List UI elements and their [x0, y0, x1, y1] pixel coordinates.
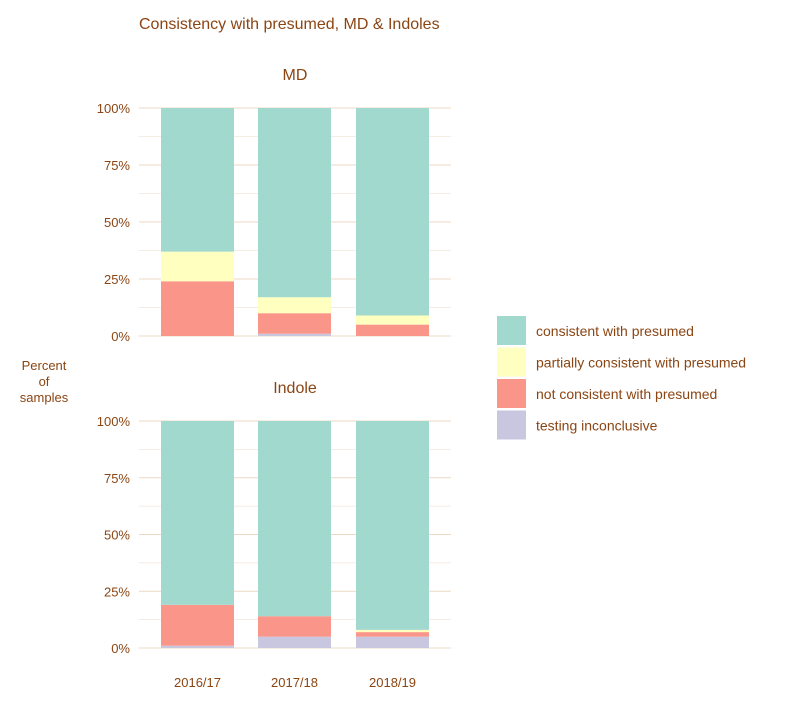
legend-item: testing inconclusive [497, 410, 658, 440]
bar-segment-consistent-with-presumed [258, 421, 331, 617]
bar-segment-consistent-with-presumed [161, 108, 234, 252]
bar-segment-partially-consistent-with-presumed [356, 315, 429, 325]
bar-segment-testing-inconclusive [356, 636, 429, 648]
panel-title: MD [283, 67, 308, 84]
bar-segment-testing-inconclusive [258, 636, 331, 648]
bar-segment-consistent-with-presumed [161, 421, 234, 605]
bar-segment-not-consistent-with-presumed [356, 324, 429, 336]
panel-indole: Indole 0% 25% 50% 75% 100% [97, 380, 451, 656]
chart-panels: MD 0% 25% 50% 75% 100% Indole 0% 25% 50% 75% 100% 20… [97, 67, 451, 690]
bar-segment-not-consistent-with-presumed [258, 616, 331, 637]
legend-item: consistent with presumed [497, 316, 694, 345]
y-tick-label: 100% [97, 414, 131, 429]
y-tick-label: 25% [104, 272, 130, 287]
legend-swatch [497, 316, 526, 345]
legend-label: partially consistent with presumed [536, 355, 746, 371]
legend-label: not consistent with presumed [536, 386, 717, 402]
legend-label: testing inconclusive [536, 418, 658, 434]
legend-item: partially consistent with presumed [497, 347, 746, 377]
y-tick-label: 100% [97, 101, 131, 116]
y-tick-label: 0% [111, 329, 130, 344]
bar-segment-not-consistent-with-presumed [161, 604, 234, 646]
y-axis-label: Percent of samples [20, 358, 69, 405]
bar-segment-partially-consistent-with-presumed [356, 629, 429, 633]
y-tick-label: 75% [104, 158, 130, 173]
bar-segment-consistent-with-presumed [258, 108, 331, 298]
y-tick-label: 50% [104, 528, 130, 543]
legend-item: not consistent with presumed [497, 379, 717, 408]
bar-segment-not-consistent-with-presumed [258, 313, 331, 334]
y-tick-label: 0% [111, 641, 130, 656]
y-tick-label: 75% [104, 471, 130, 486]
bar-segment-consistent-with-presumed [356, 108, 429, 316]
legend: consistent with presumed partially consis… [497, 316, 746, 440]
chart-title: Consistency with presumed, MD & Indoles [139, 16, 440, 33]
bar-segment-partially-consistent-with-presumed [258, 297, 331, 314]
bar-segment-testing-inconclusive [161, 645, 234, 648]
legend-swatch [497, 410, 526, 440]
y-tick-label: 50% [104, 215, 130, 230]
bar-segment-testing-inconclusive [258, 333, 331, 336]
panel-md: MD 0% 25% 50% 75% 100% [97, 67, 451, 344]
x-tick-label: 2017/18 [271, 675, 318, 690]
x-tick-label: 2018/19 [369, 675, 416, 690]
bar-segment-partially-consistent-with-presumed [161, 251, 234, 282]
legend-label: consistent with presumed [536, 323, 694, 339]
x-tick-label: 2016/17 [174, 675, 221, 690]
bar-segment-not-consistent-with-presumed [161, 281, 234, 336]
legend-swatch [497, 379, 526, 408]
legend-swatch [497, 347, 526, 377]
bar-segment-not-consistent-with-presumed [356, 632, 429, 637]
panel-title: Indole [273, 380, 317, 397]
y-tick-label: 25% [104, 584, 130, 599]
bar-segment-consistent-with-presumed [356, 421, 429, 630]
